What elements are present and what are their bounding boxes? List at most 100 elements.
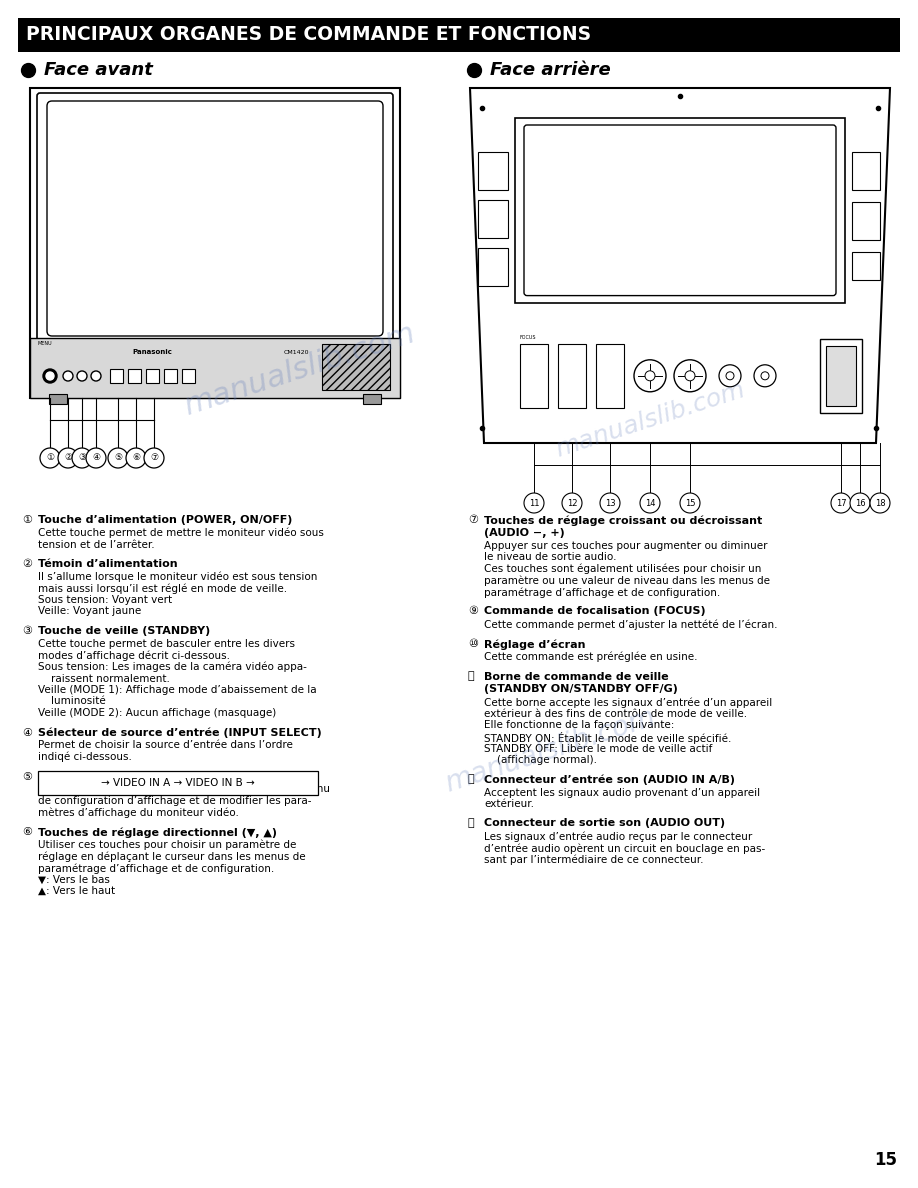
Text: Touches de réglage directionnel (▼, ▲): Touches de réglage directionnel (▼, ▲) <box>38 827 277 838</box>
Circle shape <box>726 372 734 380</box>
Text: 15: 15 <box>685 499 695 507</box>
Text: Témoin d’alimentation: Témoin d’alimentation <box>38 560 177 569</box>
FancyBboxPatch shape <box>524 125 836 296</box>
Bar <box>182 369 195 383</box>
Text: 11: 11 <box>529 499 539 507</box>
Circle shape <box>562 493 582 513</box>
Bar <box>146 369 159 383</box>
Text: Cette commande permet d’ajuster la nettété de l’écran.: Cette commande permet d’ajuster la netté… <box>484 619 778 630</box>
Circle shape <box>680 493 700 513</box>
Text: Permet de choisir la source d’entrée dans l’ordre: Permet de choisir la source d’entrée dan… <box>38 740 293 751</box>
Text: Réglage d’écran: Réglage d’écran <box>484 639 586 650</box>
Text: manualslib.com: manualslib.com <box>552 378 748 462</box>
Bar <box>18 18 900 52</box>
Circle shape <box>754 365 776 387</box>
Text: raissent normalement.: raissent normalement. <box>38 674 170 683</box>
FancyBboxPatch shape <box>37 93 393 345</box>
Text: Connecteur d’entrée son (AUDIO IN A/B): Connecteur d’entrée son (AUDIO IN A/B) <box>484 775 735 785</box>
Circle shape <box>72 448 92 468</box>
Text: Touches de réglage croissant ou décroissant: Touches de réglage croissant ou décroiss… <box>484 516 762 525</box>
Text: Touche de menu (MENU): Touche de menu (MENU) <box>38 771 191 782</box>
Text: Cette borne accepte les signaux d’entrée d’un appareil: Cette borne accepte les signaux d’entrée… <box>484 697 772 708</box>
Text: luminosité: luminosité <box>38 696 106 707</box>
Text: (AUDIO −, +): (AUDIO −, +) <box>484 527 565 538</box>
Text: Sous tension: Les images de la caméra vidéo appa-: Sous tension: Les images de la caméra vi… <box>38 662 307 672</box>
Text: Le fait d’enfoncer cette touche permet d’ouvrir le menu: Le fait d’enfoncer cette touche permet d… <box>38 784 330 795</box>
Text: ⑨: ⑨ <box>468 607 478 617</box>
Circle shape <box>63 371 73 381</box>
Text: Connecteur de sortie son (AUDIO OUT): Connecteur de sortie son (AUDIO OUT) <box>484 819 725 828</box>
Text: 12: 12 <box>566 499 577 507</box>
Bar <box>30 88 400 398</box>
Text: ①: ① <box>46 454 54 462</box>
Text: Face arrière: Face arrière <box>490 61 610 78</box>
Text: Utiliser ces touches pour choisir un paramètre de: Utiliser ces touches pour choisir un par… <box>38 840 297 851</box>
Text: ④: ④ <box>92 454 100 462</box>
Text: ⑫: ⑫ <box>468 775 475 784</box>
Bar <box>478 152 508 190</box>
Circle shape <box>634 360 666 392</box>
Text: Il s’allume lorsque le moniteur vidéo est sous tension: Il s’allume lorsque le moniteur vidéo es… <box>38 571 318 582</box>
Text: ③: ③ <box>22 626 32 636</box>
Circle shape <box>86 448 106 468</box>
Bar <box>164 369 177 383</box>
Bar <box>596 343 624 407</box>
Text: → VIDEO IN A → VIDEO IN B →: → VIDEO IN A → VIDEO IN B → <box>101 778 255 788</box>
Text: ②: ② <box>22 560 32 569</box>
Text: ⑦: ⑦ <box>468 516 478 525</box>
Text: Ces touches sont également utilisées pour choisir un: Ces touches sont également utilisées pou… <box>484 564 761 575</box>
Text: Cette touche permet de basculer entre les divers: Cette touche permet de basculer entre le… <box>38 639 295 649</box>
Text: ▲: Vers le haut: ▲: Vers le haut <box>38 886 115 896</box>
Bar <box>128 369 141 383</box>
Text: ⑦: ⑦ <box>150 454 158 462</box>
Bar <box>820 339 862 413</box>
Bar <box>515 118 845 303</box>
Text: ⑩: ⑩ <box>468 639 478 649</box>
Text: PRINCIPAUX ORGANES DE COMMANDE ET FONCTIONS: PRINCIPAUX ORGANES DE COMMANDE ET FONCTI… <box>26 25 591 44</box>
Text: paramétrage d’affichage et de configuration.: paramétrage d’affichage et de configurat… <box>38 862 274 873</box>
Text: STANDBY OFF: Libère le mode de veille actif: STANDBY OFF: Libère le mode de veille ac… <box>484 744 712 753</box>
Text: (affichage normal).: (affichage normal). <box>484 756 597 765</box>
Text: Touche de veille (STANDBY): Touche de veille (STANDBY) <box>38 626 210 636</box>
Bar <box>110 369 123 383</box>
Bar <box>322 345 390 390</box>
Text: ⑬: ⑬ <box>468 819 475 828</box>
Bar <box>520 343 548 407</box>
Circle shape <box>870 493 890 513</box>
Bar <box>852 152 880 190</box>
Text: indiqé ci-dessous.: indiqé ci-dessous. <box>38 752 132 763</box>
Circle shape <box>600 493 620 513</box>
Text: Elle fonctionne de la façon suivante:: Elle fonctionne de la façon suivante: <box>484 720 675 731</box>
Text: 13: 13 <box>605 499 615 507</box>
Circle shape <box>108 448 128 468</box>
Bar <box>478 200 508 238</box>
Circle shape <box>831 493 851 513</box>
Text: Appuyer sur ces touches pour augmenter ou diminuer: Appuyer sur ces touches pour augmenter o… <box>484 541 767 551</box>
Text: Veille (MODE 1): Affichage mode d’abaissement de la: Veille (MODE 1): Affichage mode d’abaiss… <box>38 685 317 695</box>
Text: Sélecteur de source d’entrée (INPUT SELECT): Sélecteur de source d’entrée (INPUT SELE… <box>38 727 321 738</box>
Polygon shape <box>470 88 890 443</box>
Text: ①: ① <box>22 516 32 525</box>
Text: paramètre ou une valeur de niveau dans les menus de: paramètre ou une valeur de niveau dans l… <box>484 575 770 586</box>
Bar <box>363 394 381 404</box>
Text: Veille: Voyant jaune: Veille: Voyant jaune <box>38 607 141 617</box>
Text: Les signaux d’entrée audio reçus par le connecteur: Les signaux d’entrée audio reçus par le … <box>484 832 752 842</box>
Circle shape <box>719 365 741 387</box>
Text: Face avant: Face avant <box>44 61 153 78</box>
Text: manualslib.com: manualslib.com <box>181 318 420 421</box>
Text: ⑪: ⑪ <box>468 671 475 682</box>
Circle shape <box>761 372 769 380</box>
Text: 18: 18 <box>875 499 885 507</box>
Circle shape <box>43 369 57 383</box>
Text: modes d’affichage décrit ci-dessous.: modes d’affichage décrit ci-dessous. <box>38 651 230 661</box>
Text: Sous tension: Voyant vert: Sous tension: Voyant vert <box>38 595 173 605</box>
Text: ⑤: ⑤ <box>114 454 122 462</box>
Text: Acceptent les signaux audio provenant d’un appareil: Acceptent les signaux audio provenant d’… <box>484 788 760 797</box>
Text: ③: ③ <box>78 454 86 462</box>
Bar <box>558 343 586 407</box>
Bar <box>30 339 400 398</box>
Circle shape <box>91 371 101 381</box>
Circle shape <box>46 372 54 380</box>
Text: 16: 16 <box>855 499 866 507</box>
Bar <box>38 771 318 795</box>
